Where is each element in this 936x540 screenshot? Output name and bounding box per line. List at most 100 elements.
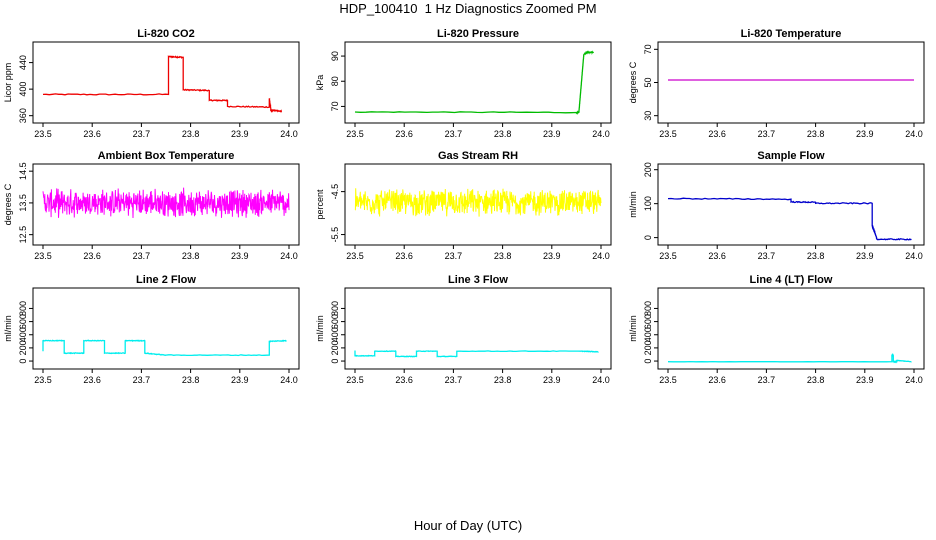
y-tick-label: 800 [330,301,340,316]
y-tick-label: 200 [18,340,28,355]
y-axis-label: degrees C [3,183,13,225]
y-tick-label: 0 [643,359,653,364]
x-tick-label: 23.7 [758,129,776,139]
x-tick-label: 23.8 [182,129,200,139]
y-tick-label: 400 [18,327,28,342]
plot-frame [657,163,925,246]
y-tick-label: -4.5 [330,184,340,200]
y-tick-label: 200 [643,340,653,355]
x-tick-label: 23.5 [346,375,364,385]
y-tick-label: 0 [643,235,653,240]
x-tick-label: 23.9 [856,251,874,261]
plot-frame [344,163,612,246]
panel-li-820-temperature: Li-820 Temperature 23.5 23.6 23.7 23.8 23.9 24… [628,28,925,139]
x-tick-label: 23.7 [133,375,151,385]
plot-frame [657,41,925,124]
y-tick-label: 400 [330,327,340,342]
plot-frame [344,287,612,370]
x-tick-label: 24.0 [592,129,610,139]
panel-title: Gas Stream RH [438,150,518,162]
y-tick-label: 800 [18,301,28,316]
y-axis-label: percent [315,189,325,220]
y-axis-label: kPa [315,75,325,91]
x-tick-label: 24.0 [280,375,298,385]
series-line-gas-stream-rh [354,188,602,217]
y-tick-label: 30 [643,111,653,121]
x-tick-label: 24.0 [592,375,610,385]
x-tick-label: 23.9 [231,375,249,385]
x-tick-label: 23.6 [395,129,413,139]
x-tick-label: 23.5 [659,251,677,261]
y-tick-label: 50 [643,77,653,87]
page-title: HDP_100410 1 Hz Diagnostics Zoomed PM [339,1,597,16]
panel-title: Li-820 CO2 [137,28,194,40]
y-tick-label: 70 [330,101,340,111]
x-tick-label: 23.7 [445,375,463,385]
y-axis-label: Licor ppm [3,63,13,103]
x-tick-label: 23.5 [34,251,52,261]
x-tick-label: 23.7 [445,251,463,261]
series-line-ambient-box-temperature [42,187,290,219]
y-axis-label: ml/min [3,315,13,342]
y-tick-label: 70 [643,44,653,54]
y-tick-label: 14.5 [18,162,28,180]
y-tick-label: 200 [330,340,340,355]
y-axis-label: ml/min [315,315,325,342]
x-tick-label: 23.9 [543,251,561,261]
x-tick-label: 23.8 [182,251,200,261]
panel-sample-flow: Sample Flow 23.5 23.6 23.7 23.8 23.9 24.0 0 100 2… [628,150,925,261]
y-tick-label: 360 [18,108,28,123]
panel-line-3-flow: Line 3 Flow 23.5 23.6 23.7 23.8 23.9 24.0 0 2004… [315,274,612,385]
x-tick-label: 23.9 [543,129,561,139]
y-tick-label: 600 [643,314,653,329]
y-axis-label: ml/min [628,315,638,342]
panel-title: Li-820 Pressure [437,28,519,40]
plot-frame [32,41,300,124]
y-tick-label: 440 [18,55,28,70]
plot-frame [32,163,300,246]
x-tick-label: 23.8 [494,129,512,139]
y-tick-label: 0 [330,359,340,364]
y-axis-label: ml/min [628,191,638,218]
x-tick-label: 23.5 [34,129,52,139]
plot-frame [657,287,925,370]
panel-title: Line 4 (LT) Flow [750,274,833,286]
y-tick-label: -5.5 [330,227,340,243]
x-tick-label: 23.5 [34,375,52,385]
panel-title: Line 3 Flow [448,274,508,286]
series-line-li-820-co2 [42,55,283,114]
y-tick-label: 800 [643,301,653,316]
y-tick-label: 80 [330,76,340,86]
series-line-li-820-pressure [354,50,595,116]
x-tick-label: 23.6 [708,129,726,139]
y-tick-label: 100 [643,196,653,211]
x-tick-label: 23.7 [133,251,151,261]
plot-frame [344,41,612,124]
y-tick-label: 200 [643,162,653,177]
panel-title: Li-820 Temperature [741,28,842,40]
x-tick-label: 23.7 [758,375,776,385]
x-tick-label: 23.9 [856,129,874,139]
panel-title: Sample Flow [757,150,825,162]
x-tick-label: 23.8 [494,251,512,261]
x-tick-label: 23.7 [445,129,463,139]
x-tick-label: 24.0 [280,129,298,139]
y-tick-label: 400 [18,82,28,97]
x-tick-label: 23.6 [708,375,726,385]
panel-line-2-flow: Line 2 Flow 23.5 23.6 23.7 23.8 23.9 24.0 0 2004… [3,274,300,385]
y-tick-label: 0 [18,359,28,364]
panel-li-820-co2: Li-820 CO2 23.5 23.6 23.7 23.8 23.9 24.0 360 400… [3,28,300,139]
series-line-line-4-lt-flow [667,353,912,364]
x-tick-label: 24.0 [280,251,298,261]
panel-ambient-box-temperature: Ambient Box Temperature 23.5 23.6 23.7 23.8 2… [3,150,300,261]
x-tick-label: 23.6 [83,375,101,385]
series-line-line-3-flow [354,350,599,358]
x-tick-label: 23.7 [133,129,151,139]
x-tick-label: 23.6 [395,251,413,261]
x-tick-label: 23.8 [807,129,825,139]
panel-li-820-pressure: Li-820 Pressure 23.5 23.6 23.7 23.8 23.9 24.0 7… [315,28,612,139]
x-tick-label: 23.5 [346,251,364,261]
x-tick-label: 24.0 [905,251,923,261]
x-tick-label: 23.8 [182,375,200,385]
